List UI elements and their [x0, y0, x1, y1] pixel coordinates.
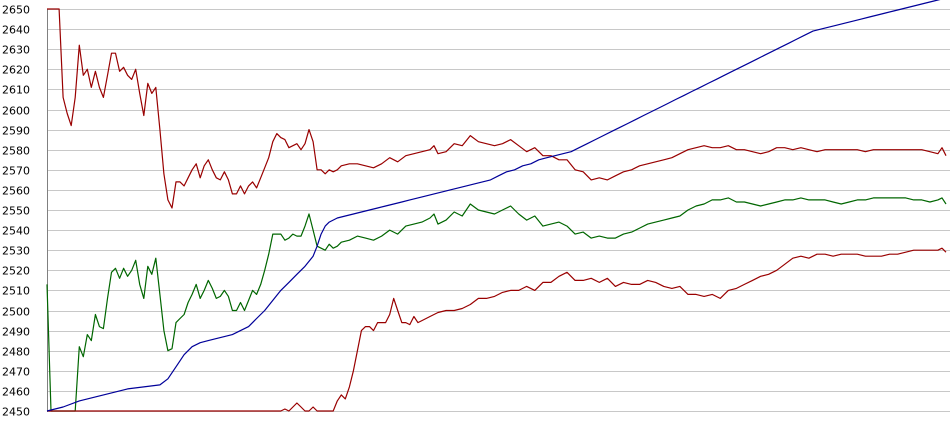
y-tick-label: 2520 — [2, 265, 30, 278]
y-tick-label: 2570 — [2, 165, 30, 178]
y-tick-label: 2620 — [2, 64, 30, 77]
series-line-2 — [46, 197, 947, 412]
y-tick-label: 2480 — [2, 346, 30, 359]
y-tick-labels: 2650 2640 2630 2620 2610 2600 2590 2580 2570 2560… — [2, 4, 30, 419]
y-tick-label: 2490 — [2, 326, 30, 339]
y-tick-label: 2600 — [2, 105, 30, 118]
series-line-1 — [47, 8, 947, 209]
y-tick-label: 2550 — [2, 205, 30, 218]
y-tick-label: 2470 — [2, 366, 30, 379]
y-tick-label: 2610 — [2, 84, 30, 97]
y-tick-label: 2540 — [2, 225, 30, 238]
series-layer — [46, 0, 947, 412]
y-tick-label: 2530 — [2, 245, 30, 258]
y-tick-label: 2560 — [2, 185, 30, 198]
y-tick-label: 2500 — [2, 306, 30, 319]
y-tick-label: 2590 — [2, 125, 30, 138]
y-tick-label: 2510 — [2, 285, 30, 298]
y-tick-label: 2580 — [2, 145, 30, 158]
y-tick-label: 2630 — [2, 44, 30, 57]
y-tick-label: 2640 — [2, 24, 30, 37]
series-line-3 — [47, 247, 947, 412]
y-tick-label: 2460 — [2, 386, 30, 399]
grid-layer — [47, 9, 950, 412]
y-tick-label: 2650 — [2, 4, 30, 17]
y-tick-label: 2450 — [2, 406, 30, 419]
series-line-4 — [46, 0, 941, 412]
